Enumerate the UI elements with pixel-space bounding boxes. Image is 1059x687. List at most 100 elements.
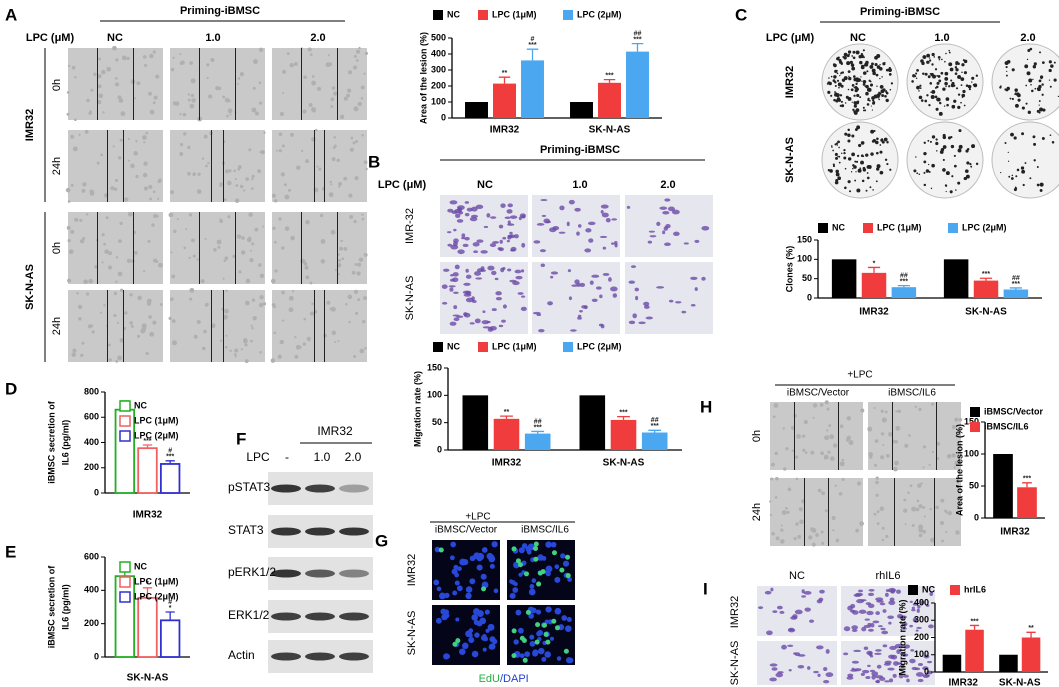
colony bbox=[833, 63, 837, 68]
cell bbox=[781, 644, 787, 650]
cell bbox=[235, 184, 239, 188]
cell bbox=[343, 247, 348, 251]
y-tick-label: 100 bbox=[431, 96, 446, 106]
colony bbox=[870, 152, 874, 156]
colony bbox=[866, 176, 870, 180]
cell bbox=[196, 189, 202, 194]
blot-band bbox=[339, 527, 369, 536]
colony bbox=[1032, 135, 1036, 139]
blot-band bbox=[339, 484, 369, 493]
blot-band bbox=[305, 652, 335, 661]
colony bbox=[836, 72, 839, 75]
cell bbox=[909, 600, 913, 603]
legend-swatch bbox=[119, 591, 131, 603]
nucleus bbox=[554, 576, 561, 583]
cell bbox=[916, 626, 922, 629]
cell bbox=[131, 259, 135, 263]
nucleus bbox=[538, 647, 545, 655]
colony bbox=[930, 94, 935, 99]
cell bbox=[79, 218, 83, 223]
cell bbox=[701, 225, 710, 231]
edu-nucleus bbox=[511, 546, 517, 552]
colony bbox=[881, 94, 885, 98]
cell bbox=[630, 265, 637, 269]
edu-nucleus bbox=[545, 639, 551, 645]
cell bbox=[802, 448, 806, 452]
cell bbox=[152, 320, 157, 325]
cell bbox=[307, 47, 312, 52]
cell bbox=[866, 610, 874, 616]
error-bar bbox=[648, 429, 662, 433]
cell bbox=[867, 664, 871, 668]
cell bbox=[262, 225, 265, 228]
cell bbox=[323, 333, 328, 338]
cell bbox=[904, 523, 907, 526]
cell bbox=[579, 309, 583, 313]
colony bbox=[862, 82, 866, 86]
bar bbox=[521, 60, 544, 118]
cell bbox=[881, 630, 889, 635]
cell bbox=[120, 111, 126, 117]
colony bbox=[871, 62, 874, 66]
colony bbox=[830, 94, 833, 97]
cell bbox=[260, 150, 265, 155]
label: LPC bbox=[246, 450, 270, 464]
colony bbox=[866, 103, 870, 106]
cell bbox=[115, 280, 118, 284]
cell bbox=[282, 92, 285, 95]
colony bbox=[834, 85, 837, 88]
cell bbox=[929, 591, 934, 597]
cell bbox=[483, 225, 489, 228]
colony bbox=[1015, 103, 1019, 108]
cell bbox=[923, 654, 930, 659]
cell bbox=[330, 229, 336, 235]
cell bbox=[79, 238, 85, 244]
edu-nucleus bbox=[565, 554, 571, 560]
colony bbox=[936, 97, 940, 102]
cell bbox=[124, 311, 128, 315]
colony bbox=[863, 64, 866, 67]
cell bbox=[577, 224, 582, 228]
cell bbox=[521, 269, 525, 273]
cell bbox=[862, 669, 870, 674]
cell bbox=[831, 515, 836, 521]
cell bbox=[453, 317, 460, 322]
cell bbox=[936, 441, 941, 446]
cell bbox=[473, 250, 479, 253]
cell bbox=[881, 526, 885, 530]
nucleus bbox=[435, 617, 442, 624]
colony bbox=[884, 158, 888, 161]
cell bbox=[129, 293, 133, 297]
colony bbox=[888, 73, 892, 76]
legend-swatch bbox=[970, 407, 980, 417]
cell bbox=[456, 219, 464, 223]
colony bbox=[960, 101, 962, 104]
colony bbox=[1051, 140, 1055, 144]
label: D bbox=[5, 379, 17, 398]
cell bbox=[791, 449, 794, 452]
colony bbox=[920, 99, 924, 102]
cell bbox=[827, 450, 831, 454]
cell bbox=[251, 174, 255, 178]
cell bbox=[97, 100, 102, 105]
cell bbox=[498, 247, 504, 252]
cell bbox=[628, 320, 636, 325]
colony bbox=[944, 71, 949, 76]
error-bar bbox=[142, 444, 153, 449]
cell bbox=[888, 432, 893, 437]
colony bbox=[865, 153, 869, 157]
label: 2.0 bbox=[1020, 32, 1035, 44]
colony bbox=[937, 55, 941, 59]
cell bbox=[873, 512, 877, 516]
cell bbox=[887, 667, 895, 671]
cell bbox=[115, 58, 119, 62]
cell bbox=[203, 329, 207, 334]
cell bbox=[331, 86, 336, 90]
cell bbox=[858, 589, 864, 593]
label: IMR32 bbox=[24, 109, 36, 141]
colony bbox=[957, 105, 961, 110]
cell bbox=[581, 305, 587, 309]
colony bbox=[832, 149, 834, 152]
cell bbox=[118, 156, 122, 160]
cell bbox=[914, 405, 918, 408]
